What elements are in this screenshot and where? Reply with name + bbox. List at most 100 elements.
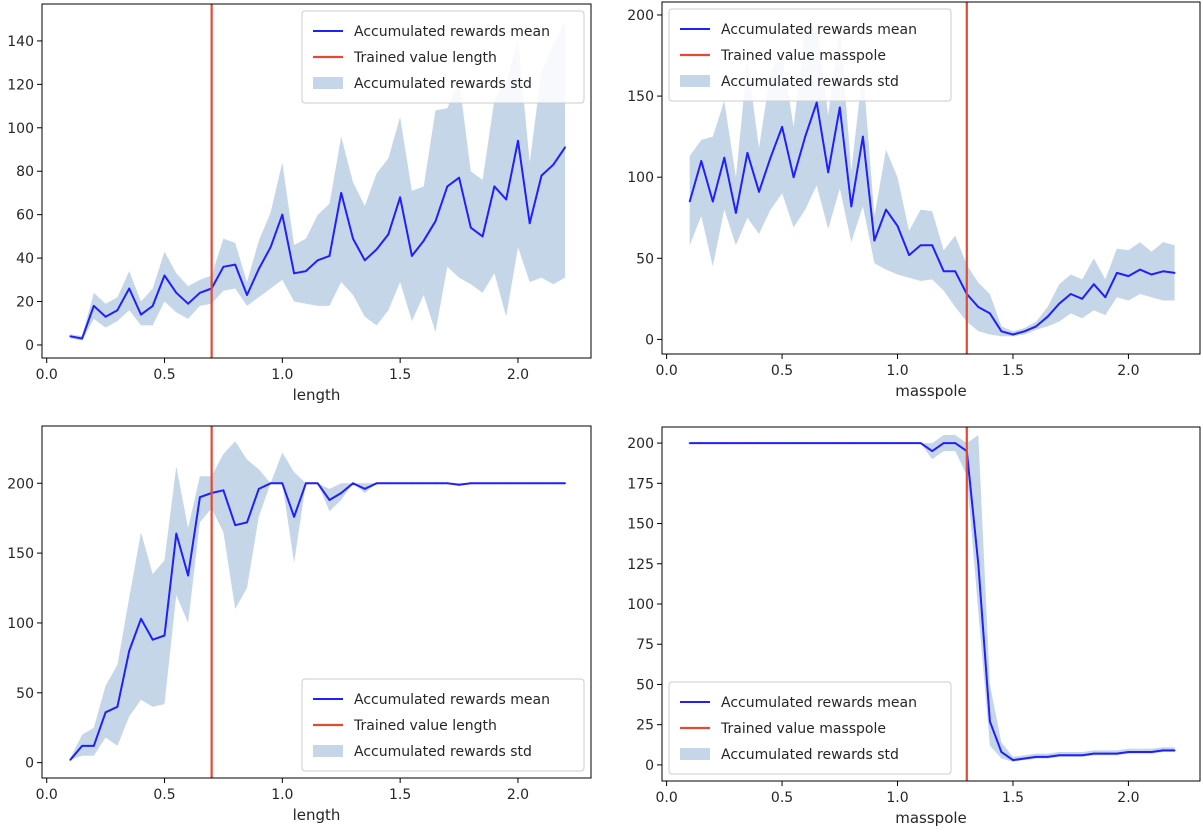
mean-point	[304, 482, 307, 485]
x-tick-label: 1.5	[1002, 790, 1024, 806]
mean-point	[1023, 330, 1026, 333]
mean-point	[908, 442, 910, 444]
mean-point	[1092, 283, 1095, 286]
legend-label: Accumulated rewards std	[354, 76, 532, 92]
y-tick-label: 0	[645, 332, 654, 348]
subplot-1: 0.0 0.5 1.0 1.5 2.0 0 20 40 60 80 100 120 140 length A…	[7, 3, 592, 404]
mean-point	[931, 244, 934, 247]
legend-label: Accumulated rewards mean	[354, 692, 550, 708]
mean-point	[316, 259, 319, 262]
legend-std-swatch	[313, 745, 343, 757]
mean-point	[269, 246, 272, 249]
mean-point	[92, 304, 95, 307]
x-axis-label: length	[293, 806, 341, 824]
subplot-4: 0.0 0.5 1.0 1.5 2.0 0 25 50 75 100 125 150 175 200 mas…	[627, 426, 1201, 827]
subplot-3: 0.0 0.5 1.0 1.5 2.0 0 50 100 150 200 length Accumul…	[7, 425, 592, 824]
mean-point	[1035, 755, 1037, 758]
y-tick-label: 100	[7, 121, 34, 137]
mean-point	[387, 233, 390, 236]
x-tick-label: 2.0	[1117, 363, 1139, 379]
mean-point	[919, 442, 922, 444]
mean-point	[1081, 754, 1084, 757]
mean-point	[885, 208, 887, 211]
plot-area	[69, 426, 566, 778]
legend-label: Trained value masspole	[720, 48, 886, 64]
mean-point	[234, 263, 237, 266]
mean-point	[804, 442, 807, 444]
y-tick-label: 200	[627, 8, 654, 24]
mean-point	[375, 248, 378, 251]
mean-point	[1173, 749, 1176, 752]
y-tick-label: 75	[636, 637, 654, 653]
mean-point	[1173, 271, 1176, 274]
mean-point	[688, 200, 691, 203]
mean-point	[187, 302, 189, 305]
mean-point	[257, 487, 260, 490]
y-tick-label: 20	[16, 295, 34, 311]
mean-point	[1139, 751, 1141, 753]
mean-point	[1046, 315, 1049, 318]
mean-point	[792, 176, 795, 179]
plot-area	[688, 427, 1176, 781]
mean-point	[1023, 757, 1026, 760]
mean-point	[838, 106, 841, 109]
legend: Accumulated rewards mean Trained value le…	[301, 10, 585, 104]
mean-point	[734, 211, 737, 214]
y-tick-label: 0	[25, 338, 34, 354]
mean-point	[411, 482, 413, 485]
mean-point	[151, 304, 154, 307]
y-tick-label: 140	[7, 34, 34, 50]
mean-point	[175, 291, 178, 294]
mean-point	[411, 255, 413, 257]
mean-point	[281, 482, 284, 485]
mean-point	[505, 198, 508, 201]
legend-std-swatch	[313, 77, 343, 89]
x-tick-label: 1.0	[271, 367, 293, 383]
mean-point	[246, 521, 248, 524]
x-tick-label: 0.0	[36, 367, 58, 383]
mean-point	[281, 213, 284, 216]
legend-label: Accumulated rewards mean	[721, 695, 917, 711]
y-tick-label: 150	[7, 546, 34, 562]
mean-point	[352, 482, 354, 485]
x-tick-label: 0.5	[153, 787, 175, 803]
x-axis-label: masspole	[895, 809, 967, 827]
y-tick-label: 40	[16, 251, 34, 267]
mean-point	[92, 744, 95, 747]
legend-label: Accumulated rewards std	[721, 74, 899, 90]
y-tick-label: 200	[627, 436, 654, 452]
legend-label: Trained value length	[353, 718, 497, 734]
legend-box	[668, 681, 952, 775]
legend-label: Accumulated rewards std	[721, 747, 899, 763]
legend-box	[668, 8, 952, 102]
mean-point	[151, 638, 154, 641]
mean-point	[827, 171, 830, 174]
mean-point	[540, 482, 543, 485]
axes-frame	[41, 425, 592, 779]
mean-point	[977, 306, 980, 308]
mean-point	[896, 442, 899, 444]
mean-point	[1069, 754, 1072, 757]
mean-point	[363, 487, 366, 490]
mean-point	[328, 499, 331, 501]
mean-point	[1081, 297, 1084, 300]
mean-point	[873, 442, 876, 444]
x-tick-label: 2.0	[507, 367, 529, 383]
mean-point	[827, 442, 830, 444]
mean-point	[723, 156, 726, 159]
mean-point	[163, 634, 166, 637]
std-band	[689, 24, 1175, 337]
mean-point	[1150, 273, 1153, 276]
mean-point	[434, 220, 437, 223]
mean-point	[977, 562, 980, 565]
mean-point	[269, 482, 272, 485]
mean-point	[838, 442, 841, 444]
mean-point	[885, 442, 887, 444]
mean-point	[81, 744, 83, 747]
mean-point	[140, 313, 142, 316]
mean-point	[399, 196, 402, 199]
y-tick-label: 100	[7, 616, 34, 632]
axes-frame	[661, 1, 1201, 355]
mean-point	[493, 482, 496, 485]
mean-point	[804, 135, 807, 138]
